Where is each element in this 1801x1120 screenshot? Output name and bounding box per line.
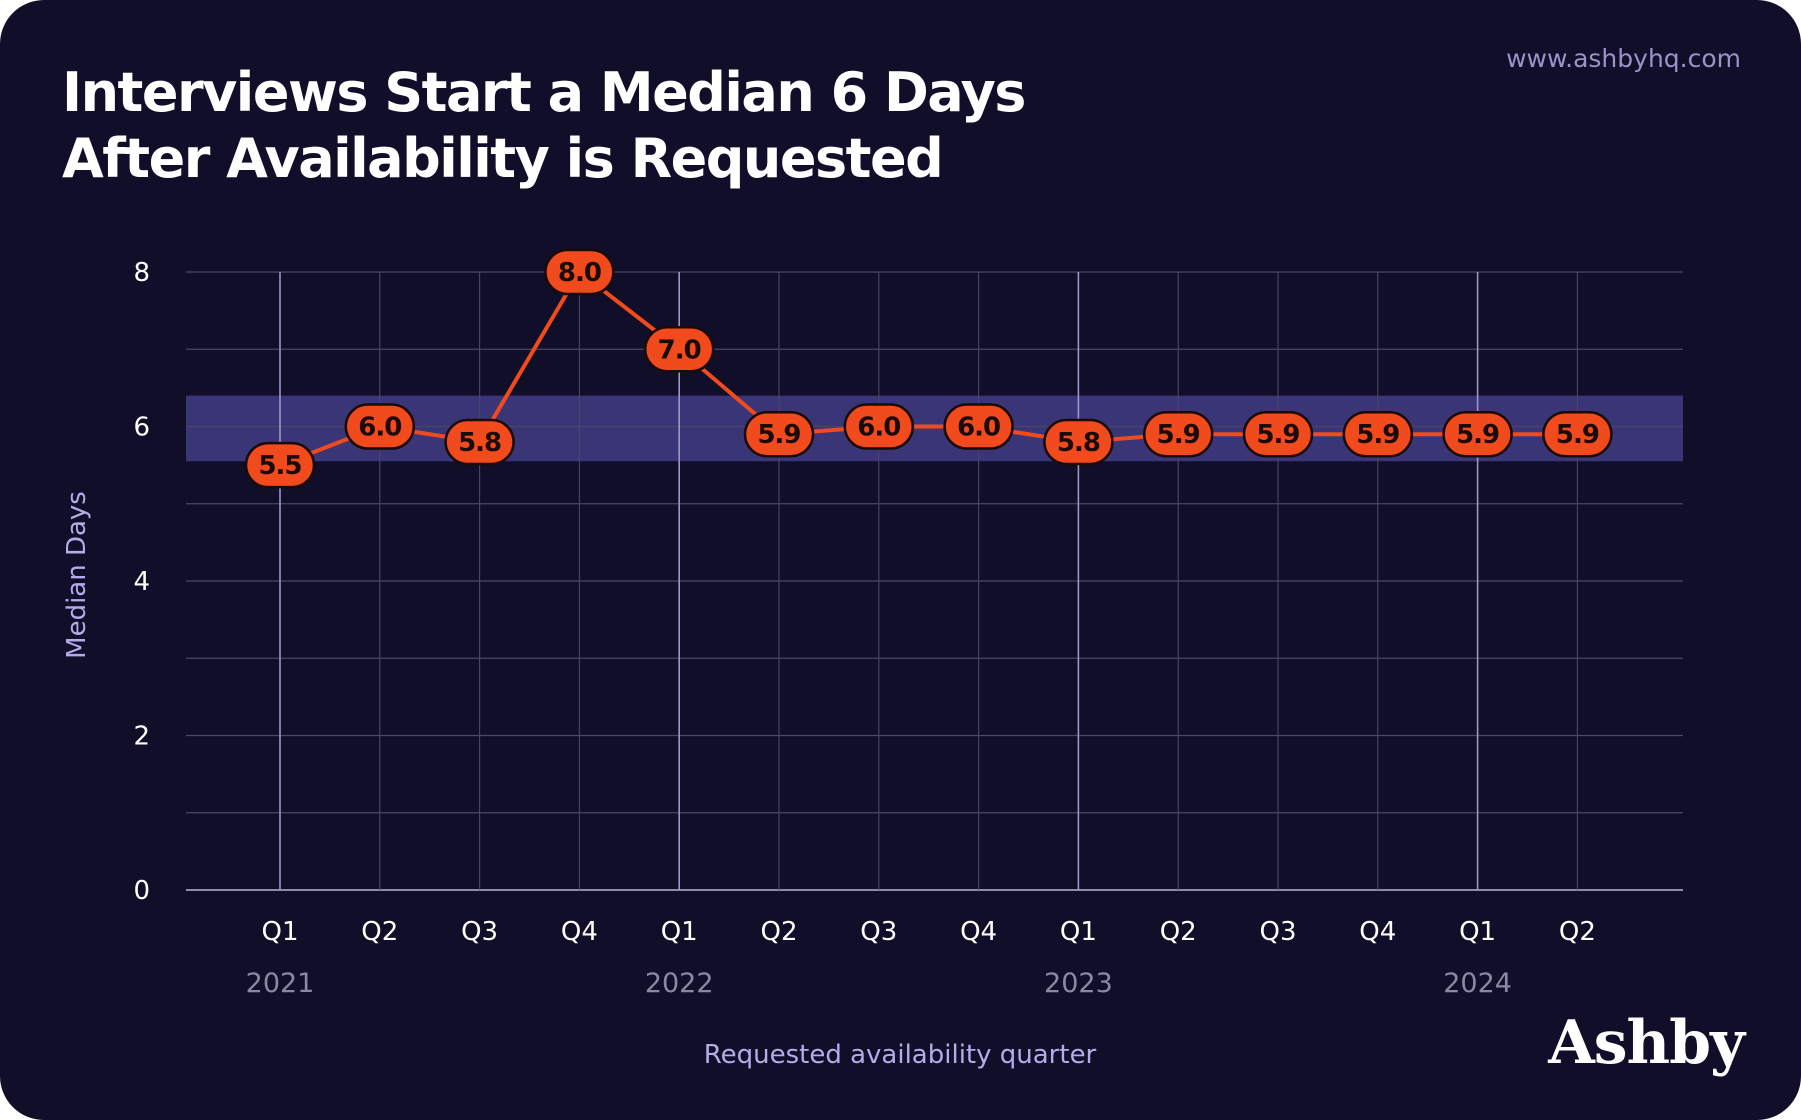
data-label: 5.8 [1057, 428, 1100, 458]
data-point-marker [1542, 410, 1613, 458]
data-point: 5.9 [1542, 410, 1613, 458]
y-tick-label: 4 [133, 567, 150, 597]
data-point-marker [1142, 410, 1214, 458]
x-tick-label: Q2 [1160, 917, 1197, 947]
x-tick-label: Q3 [860, 917, 897, 947]
data-point: 5.9 [1342, 410, 1414, 458]
data-point: 5.9 [1442, 410, 1513, 458]
title-line-2: After Availability is Requested [62, 127, 944, 190]
data-point-marker [1442, 410, 1513, 458]
data-point-marker [1342, 410, 1414, 458]
data-point: 8.0 [544, 248, 615, 296]
y-tick-label: 0 [133, 876, 150, 906]
y-tick-label: 6 [133, 413, 150, 443]
data-point: 7.0 [643, 326, 715, 373]
x-tick-label: Q3 [461, 917, 498, 947]
data-point: 5.8 [1043, 418, 1114, 466]
x-axis-title: Requested availability quarter [704, 1040, 1097, 1070]
data-label: 7.0 [658, 335, 701, 365]
ashby-logo: Ashby [1548, 1008, 1745, 1078]
data-label: 5.9 [1256, 420, 1299, 450]
data-label: 5.9 [757, 420, 800, 450]
data-label: 6.0 [957, 413, 1000, 443]
data-point-marker [743, 410, 815, 458]
data-label: 8.0 [558, 258, 601, 288]
data-point: 5.9 [1142, 410, 1214, 458]
data-point-marker [444, 418, 515, 466]
data-point: 5.9 [1242, 410, 1314, 458]
data-point-marker [943, 403, 1014, 450]
x-tick-label: Q2 [361, 917, 398, 947]
data-point-marker [1043, 418, 1114, 466]
year-label: 2024 [1443, 968, 1512, 999]
x-tick-label: Q4 [1359, 917, 1396, 947]
x-tick-label: Q1 [661, 917, 698, 947]
data-point: 6.0 [943, 403, 1014, 450]
data-point-marker [244, 441, 316, 489]
x-tick-label: Q3 [1259, 917, 1296, 947]
data-label: 5.9 [1456, 420, 1499, 450]
data-point: 6.0 [843, 403, 915, 450]
data-point: 5.8 [444, 418, 515, 466]
y-axis-title: Median Days [62, 491, 92, 659]
x-tick-label: Q1 [261, 917, 298, 947]
data-point: 5.9 [743, 410, 815, 458]
data-point: 5.5 [244, 441, 316, 489]
year-label: 2022 [645, 968, 714, 999]
website-link[interactable]: www.ashbyhq.com [1506, 44, 1741, 73]
y-tick-label: 2 [133, 722, 150, 752]
x-tick-label: Q4 [561, 917, 598, 947]
data-point-marker [344, 403, 416, 450]
data-label: 5.8 [458, 428, 501, 458]
data-label: 5.9 [1157, 420, 1200, 450]
chart-title: Interviews Start a Median 6 Days After A… [62, 60, 1026, 192]
data-point-marker [843, 403, 915, 450]
x-tick-label: Q2 [1559, 917, 1596, 947]
data-label: 5.5 [258, 451, 301, 481]
data-point-marker [643, 326, 715, 373]
title-line-1: Interviews Start a Median 6 Days [62, 61, 1026, 124]
year-label: 2021 [246, 968, 315, 999]
year-label: 2023 [1044, 968, 1113, 999]
data-label: 6.0 [358, 413, 401, 443]
data-label: 6.0 [857, 413, 900, 443]
data-point-marker [1242, 410, 1314, 458]
data-label: 5.9 [1556, 420, 1599, 450]
x-tick-label: Q2 [760, 917, 797, 947]
y-tick-label: 8 [133, 258, 150, 288]
data-label: 5.9 [1356, 420, 1399, 450]
x-tick-label: Q4 [960, 917, 997, 947]
data-point-marker [544, 248, 615, 296]
data-point: 6.0 [344, 403, 416, 450]
x-tick-label: Q1 [1459, 917, 1496, 947]
x-tick-label: Q1 [1060, 917, 1097, 947]
